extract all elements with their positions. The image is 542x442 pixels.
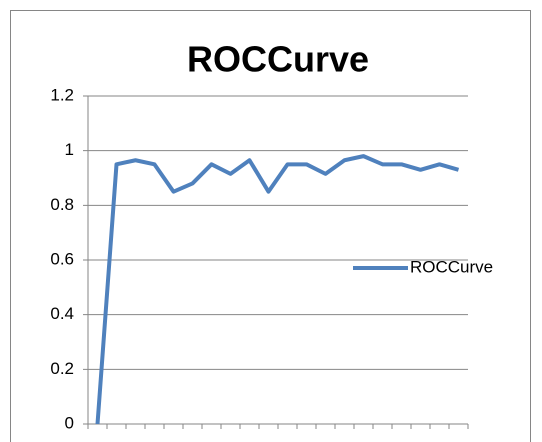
chart-title: ROCCurve xyxy=(187,39,369,80)
y-tick-label: 1.2 xyxy=(50,85,74,104)
y-tick-label: 0.8 xyxy=(50,195,74,214)
legend-label: ROCCurve xyxy=(410,257,493,276)
y-tick-label: 0.6 xyxy=(50,249,74,268)
y-tick-label: 0.2 xyxy=(50,359,74,378)
series-line xyxy=(95,154,460,425)
y-tick-label: 0 xyxy=(65,413,74,432)
y-tick-label: 0.4 xyxy=(50,304,74,323)
y-tick-label: 1 xyxy=(65,140,74,159)
chart-frame xyxy=(10,10,531,442)
